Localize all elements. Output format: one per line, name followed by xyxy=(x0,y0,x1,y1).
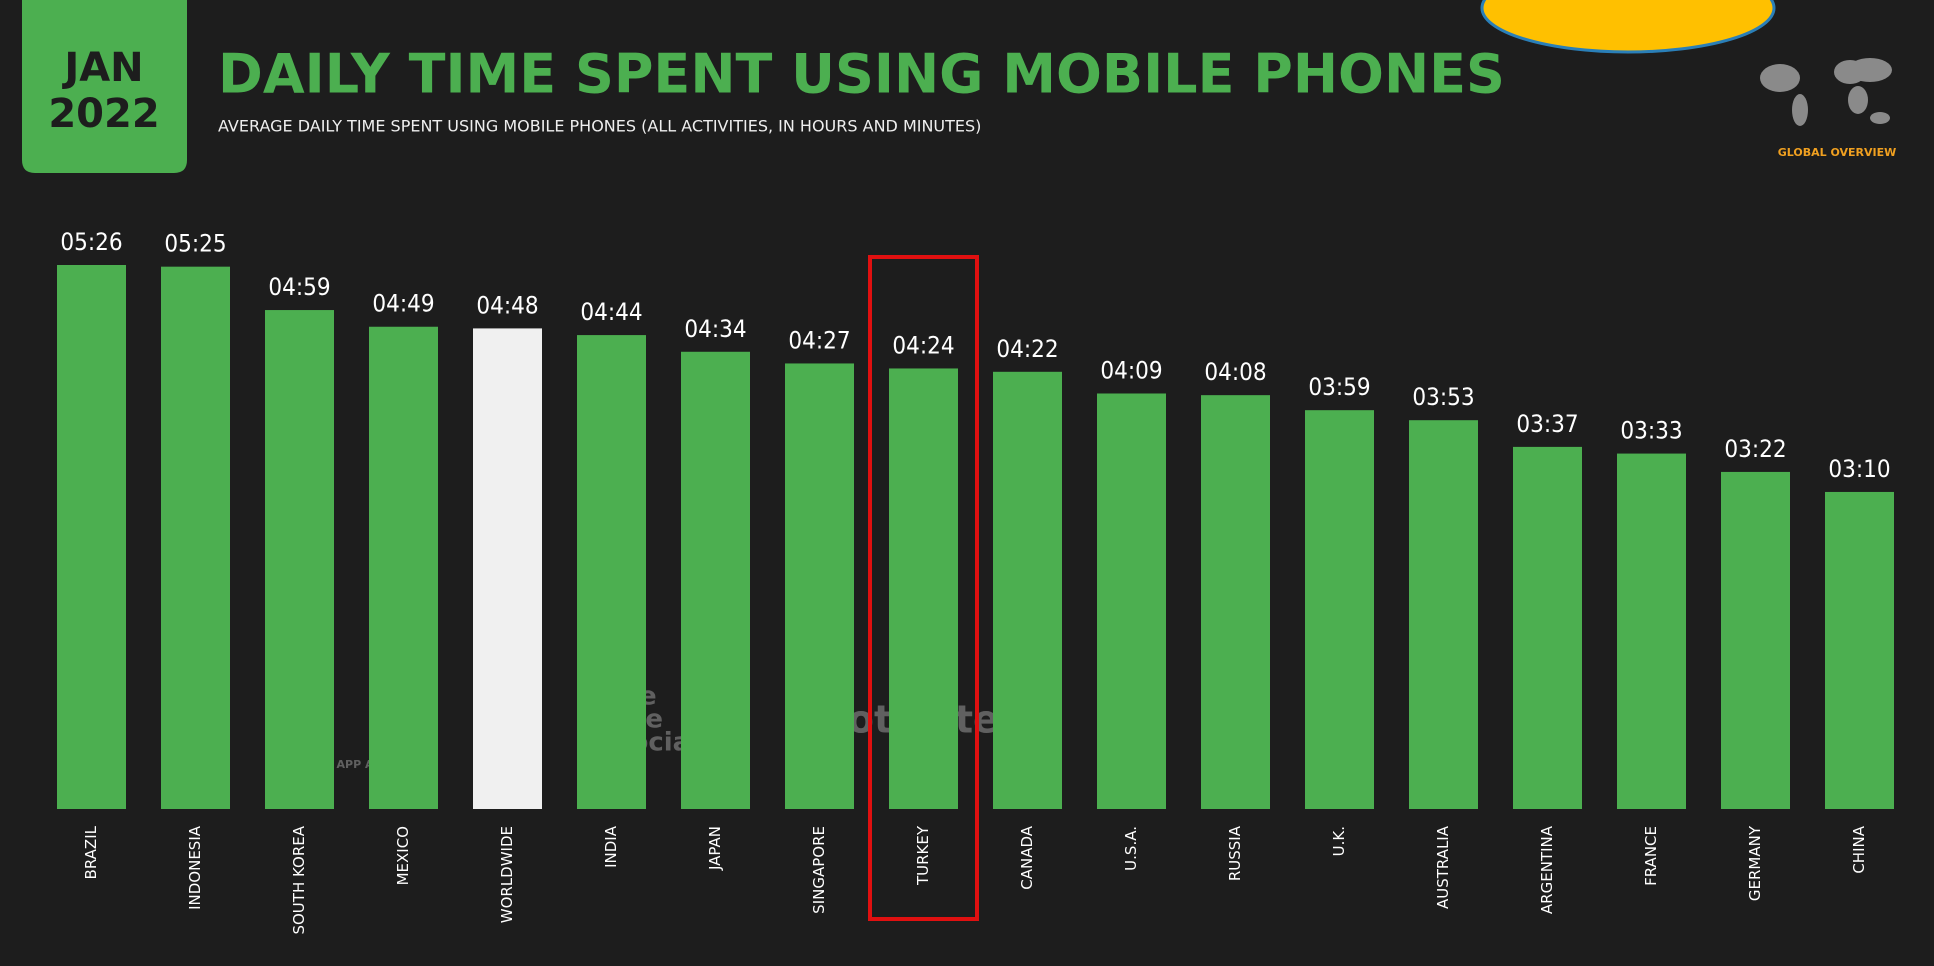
value-label: 04:22 xyxy=(996,335,1058,363)
highlight-box xyxy=(868,255,979,921)
x-tick-label: WORLDWIDE xyxy=(498,826,516,923)
x-tick-label: U.S.A. xyxy=(1122,826,1140,871)
chart-subtitle: AVERAGE DAILY TIME SPENT USING MOBILE PH… xyxy=(218,117,981,136)
bar xyxy=(1409,420,1478,809)
bar xyxy=(369,326,438,809)
x-tick-label: ARGENTINA xyxy=(1538,825,1556,914)
bar xyxy=(785,363,854,809)
x-tick-label: BRAZIL xyxy=(82,825,100,879)
x-tick-label: U.K. xyxy=(1330,826,1348,856)
bar xyxy=(1617,453,1686,809)
bar xyxy=(889,368,958,809)
bar xyxy=(577,335,646,809)
bar xyxy=(57,265,126,809)
value-label: 03:53 xyxy=(1412,383,1474,411)
bar xyxy=(265,310,334,809)
date-tab xyxy=(22,0,187,173)
chart-title: DAILY TIME SPENT USING MOBILE PHONES xyxy=(218,43,1505,106)
x-tick-label: MEXICO xyxy=(394,826,412,885)
date-year: 2022 xyxy=(48,91,159,137)
value-label: 04:44 xyxy=(580,298,642,326)
bar xyxy=(681,351,750,809)
x-tick-label: TURKEY xyxy=(914,825,932,886)
x-tick-label: JAPAN xyxy=(706,826,724,871)
value-label: 04:27 xyxy=(788,326,850,354)
bar xyxy=(993,371,1062,809)
x-tick-label: SOUTH KOREA xyxy=(290,825,308,934)
value-label: 03:37 xyxy=(1516,410,1578,438)
bar xyxy=(1721,471,1790,809)
bar xyxy=(1097,393,1166,809)
bar xyxy=(161,266,230,809)
value-label: 05:25 xyxy=(164,230,226,258)
value-label: 04:08 xyxy=(1204,358,1266,386)
bar xyxy=(1305,410,1374,809)
x-tick-label: CHINA xyxy=(1850,825,1868,873)
value-label: 03:33 xyxy=(1620,417,1682,445)
x-tick-label: AUSTRALIA xyxy=(1434,825,1452,909)
date-month: JAN xyxy=(61,45,143,91)
x-tick-label: SINGAPORE xyxy=(810,826,828,914)
bar xyxy=(1825,491,1894,809)
badge: GLOBAL OVERVIEW xyxy=(1778,146,1897,159)
value-label: 03:59 xyxy=(1308,373,1370,401)
bar xyxy=(473,328,542,809)
x-tick-label: RUSSIA xyxy=(1226,825,1244,881)
value-label: 04:09 xyxy=(1100,356,1162,384)
highlight-shape xyxy=(1480,0,1776,54)
value-label: 04:59 xyxy=(268,273,330,301)
value-label: 04:48 xyxy=(476,291,538,319)
world-map-icon xyxy=(1760,58,1892,126)
x-tick-label: CANADA xyxy=(1018,825,1036,890)
value-label: 04:24 xyxy=(892,331,954,359)
value-label: 04:49 xyxy=(372,290,434,318)
bar xyxy=(1513,446,1582,809)
x-tick-label: INDONESIA xyxy=(186,825,204,910)
value-label: 05:26 xyxy=(60,228,122,256)
x-tick-label: GERMANY xyxy=(1746,825,1764,901)
value-label: 03:10 xyxy=(1828,455,1890,483)
value-label: 03:22 xyxy=(1724,435,1786,463)
bar xyxy=(1201,395,1270,809)
x-tick-label: INDIA xyxy=(602,825,620,868)
value-label: 04:34 xyxy=(684,315,746,343)
x-tick-label: FRANCE xyxy=(1642,826,1660,886)
